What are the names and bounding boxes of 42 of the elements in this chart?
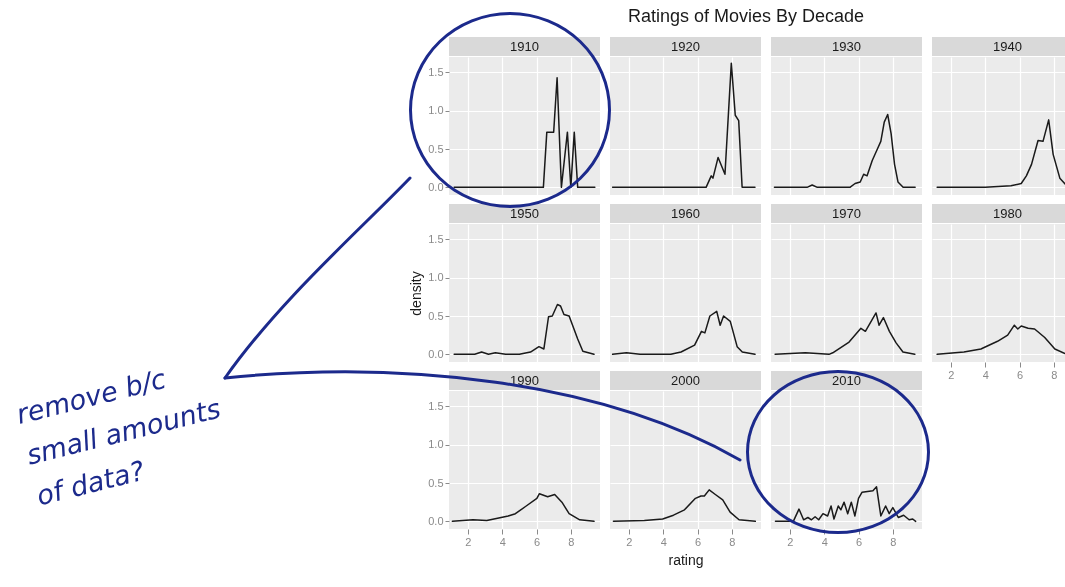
x-tick-label: 2 <box>787 535 794 548</box>
x-tick-label: 8 <box>890 535 897 548</box>
x-tick-label: 8 <box>1051 368 1058 381</box>
y-tick-label: 0.5 <box>428 476 444 489</box>
y-tick-label: 0.0 <box>428 347 444 360</box>
y-tick-label: 0.0 <box>428 514 444 527</box>
x-tick-label: 4 <box>821 535 828 548</box>
y-tick-label: 0.0 <box>428 180 444 193</box>
x-axis-title: rating <box>668 551 704 568</box>
x-tick-label: 6 <box>855 535 863 548</box>
y-tick-label: 0.5 <box>428 309 444 322</box>
x-tick-label: 6 <box>1016 368 1024 381</box>
chart-title: 2000 <box>610 371 761 390</box>
x-tick-label: 4 <box>499 535 506 548</box>
y-tick-label: 1.5 <box>428 232 444 245</box>
x-tick-label: 2 <box>465 535 472 548</box>
x-tick-label: 8 <box>568 535 575 548</box>
y-axis-title: density <box>408 271 425 316</box>
chart-title: 2010 <box>771 371 922 390</box>
chart-title: 1960 <box>610 204 761 223</box>
y-tick-label: 1.0 <box>428 271 444 284</box>
x-tick-label: 6 <box>533 535 541 548</box>
x-tick-label: 4 <box>982 368 989 381</box>
y-tick-label: 1.0 <box>428 438 444 451</box>
x-tick-label: 4 <box>660 535 667 548</box>
x-tick-label: 8 <box>729 535 736 548</box>
x-tick-label: 2 <box>626 535 633 548</box>
text: remove b/c small amounts of data? <box>12 361 225 514</box>
y-tick-label: 1.5 <box>428 65 444 78</box>
chart-title: 1970 <box>771 204 922 223</box>
y-tick-label: 0.5 <box>428 142 444 155</box>
chart-title: 1910 <box>449 37 600 56</box>
x-tick-label: 2 <box>948 368 955 381</box>
text: Ratings of Movies By Decade <box>626 6 866 27</box>
chart-title: 1980 <box>932 204 1065 223</box>
chart-title: 1930 <box>771 37 922 56</box>
x-tick-label: 6 <box>694 535 702 548</box>
y-tick-label: 1.5 <box>428 399 444 412</box>
chart-title: 1920 <box>610 37 761 56</box>
y-tick-label: 1.0 <box>428 104 444 117</box>
chart-title: 1940 <box>932 37 1065 56</box>
chart-title: 1950 <box>449 204 600 223</box>
